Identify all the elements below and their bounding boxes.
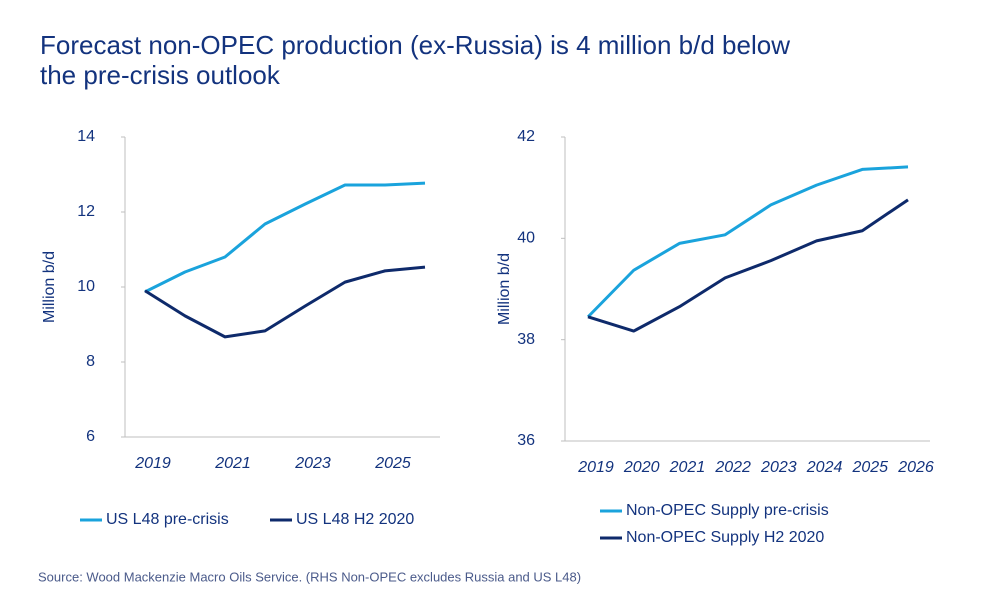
x-tick-label: 2024 bbox=[806, 459, 843, 476]
x-tick-label: 2019 bbox=[577, 459, 614, 476]
y-tick-label: 6 bbox=[86, 428, 95, 445]
y-axis-label: Million b/d bbox=[496, 253, 513, 325]
x-tick-label: 2025 bbox=[851, 459, 888, 476]
y-tick-label: 10 bbox=[77, 278, 95, 295]
x-tick-label: 2019 bbox=[134, 455, 171, 472]
series-line bbox=[587, 198, 909, 333]
legend-label: Non-OPEC Supply pre-crisis bbox=[626, 502, 829, 519]
y-axis-label: Million b/d bbox=[41, 251, 58, 323]
source-note: Source: Wood Mackenzie Macro Oils Servic… bbox=[38, 569, 581, 584]
y-tick-label: 40 bbox=[517, 230, 535, 247]
page-title: Forecast non-OPEC production (ex-Russia)… bbox=[40, 30, 790, 90]
y-tick-label: 8 bbox=[86, 353, 95, 370]
legend-label: US L48 H2 2020 bbox=[296, 511, 414, 528]
y-tick-label: 36 bbox=[517, 432, 535, 449]
x-tick-label: 2023 bbox=[760, 459, 797, 476]
x-tick-label: 2025 bbox=[374, 455, 411, 472]
y-tick-label: 14 bbox=[77, 128, 95, 145]
y-tick-label: 12 bbox=[77, 203, 95, 220]
x-tick-label: 2020 bbox=[623, 459, 660, 476]
x-tick-label: 2023 bbox=[294, 455, 331, 472]
x-tick-label: 2021 bbox=[669, 459, 706, 476]
y-tick-label: 42 bbox=[517, 128, 535, 145]
y-tick-label: 38 bbox=[517, 331, 535, 348]
legend-label: Non-OPEC Supply H2 2020 bbox=[626, 529, 824, 546]
legend-label: US L48 pre-crisis bbox=[106, 511, 229, 528]
x-tick-label: 2021 bbox=[214, 455, 251, 472]
series-line bbox=[586, 165, 909, 318]
x-tick-label: 2026 bbox=[897, 459, 934, 476]
series-line bbox=[144, 265, 426, 339]
series-line bbox=[144, 181, 426, 294]
x-tick-label: 2022 bbox=[714, 459, 751, 476]
